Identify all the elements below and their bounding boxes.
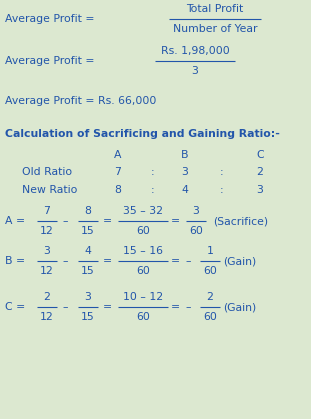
Text: Average Profit =: Average Profit = bbox=[5, 56, 95, 66]
Text: =: = bbox=[170, 302, 179, 312]
Text: 15 – 16: 15 – 16 bbox=[123, 246, 163, 256]
Text: Average Profit = Rs. 66,000: Average Profit = Rs. 66,000 bbox=[5, 96, 156, 106]
Text: :: : bbox=[151, 167, 155, 177]
Text: 60: 60 bbox=[203, 312, 217, 322]
Text: 10 – 12: 10 – 12 bbox=[123, 292, 163, 302]
Text: 7: 7 bbox=[44, 206, 50, 216]
Text: =: = bbox=[102, 216, 112, 226]
Text: –: – bbox=[185, 302, 191, 312]
Text: 1: 1 bbox=[207, 246, 213, 256]
Text: =: = bbox=[102, 256, 112, 266]
Text: 60: 60 bbox=[189, 226, 203, 236]
Text: 60: 60 bbox=[203, 266, 217, 276]
Text: Total Profit: Total Profit bbox=[186, 4, 244, 14]
Text: C: C bbox=[256, 150, 264, 160]
Text: Old Ratio: Old Ratio bbox=[22, 167, 72, 177]
Text: 3: 3 bbox=[192, 66, 198, 76]
Text: New Ratio: New Ratio bbox=[22, 185, 77, 195]
Text: 12: 12 bbox=[40, 226, 54, 236]
Text: 3: 3 bbox=[44, 246, 50, 256]
Text: :: : bbox=[220, 167, 224, 177]
Text: –: – bbox=[185, 256, 191, 266]
Text: :: : bbox=[151, 185, 155, 195]
Text: 60: 60 bbox=[136, 226, 150, 236]
Text: (Sacrifice): (Sacrifice) bbox=[213, 216, 268, 226]
Text: 4: 4 bbox=[182, 185, 188, 195]
Text: 8: 8 bbox=[114, 185, 121, 195]
Text: =: = bbox=[102, 302, 112, 312]
Text: 3: 3 bbox=[193, 206, 199, 216]
Text: 15: 15 bbox=[81, 312, 95, 322]
Text: 2: 2 bbox=[257, 167, 263, 177]
Text: 4: 4 bbox=[85, 246, 91, 256]
Text: 8: 8 bbox=[85, 206, 91, 216]
Text: –: – bbox=[62, 216, 68, 226]
Text: 60: 60 bbox=[136, 312, 150, 322]
Text: 2: 2 bbox=[207, 292, 213, 302]
Text: (Gain): (Gain) bbox=[223, 256, 256, 266]
Text: (Gain): (Gain) bbox=[223, 302, 256, 312]
Text: Average Profit =: Average Profit = bbox=[5, 14, 95, 24]
Text: A =: A = bbox=[5, 216, 25, 226]
Text: 2: 2 bbox=[44, 292, 50, 302]
Text: Number of Year: Number of Year bbox=[173, 24, 257, 34]
Text: B =: B = bbox=[5, 256, 25, 266]
Text: Calculation of Sacrificing and Gaining Ratio:-: Calculation of Sacrificing and Gaining R… bbox=[5, 129, 280, 139]
Text: 12: 12 bbox=[40, 312, 54, 322]
Text: –: – bbox=[62, 302, 68, 312]
Text: Rs. 1,98,000: Rs. 1,98,000 bbox=[160, 46, 230, 56]
Text: =: = bbox=[170, 216, 179, 226]
Text: A: A bbox=[114, 150, 122, 160]
Text: C =: C = bbox=[5, 302, 25, 312]
Text: 3: 3 bbox=[182, 167, 188, 177]
Text: 12: 12 bbox=[40, 266, 54, 276]
Text: =: = bbox=[170, 256, 179, 266]
Text: 60: 60 bbox=[136, 266, 150, 276]
Text: 15: 15 bbox=[81, 226, 95, 236]
Text: :: : bbox=[220, 185, 224, 195]
Text: 3: 3 bbox=[85, 292, 91, 302]
Text: 3: 3 bbox=[257, 185, 263, 195]
Text: 15: 15 bbox=[81, 266, 95, 276]
Text: 35 – 32: 35 – 32 bbox=[123, 206, 163, 216]
Text: –: – bbox=[62, 256, 68, 266]
Text: 7: 7 bbox=[114, 167, 121, 177]
Text: B: B bbox=[181, 150, 189, 160]
